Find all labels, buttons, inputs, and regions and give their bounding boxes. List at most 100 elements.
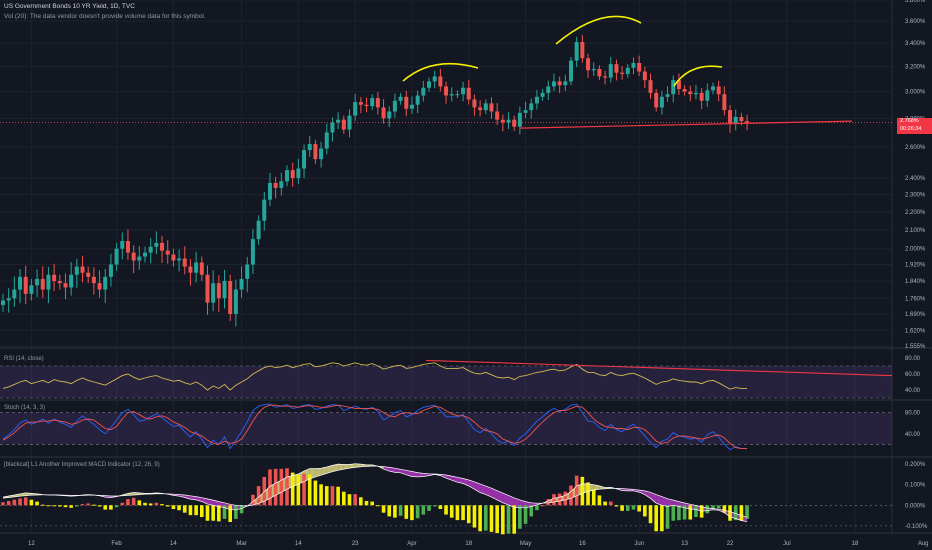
rsi-tick-label: 80.00 [905, 356, 921, 362]
price-tick-label: 1.690% [905, 312, 926, 318]
candle-body [586, 58, 591, 71]
macd-fill [207, 498, 214, 506]
macd-histogram-bar [80, 504, 85, 506]
macd-pane[interactable] [0, 463, 892, 535]
x-tick-label: Jul [783, 541, 791, 547]
macd-histogram-bar [415, 505, 420, 519]
macd-fill [383, 466, 390, 472]
macd-histogram-bar [296, 475, 301, 506]
candle-body [688, 91, 693, 95]
macd-histogram-bar [455, 505, 460, 521]
candle-body [444, 86, 449, 96]
candle-body [455, 94, 460, 96]
macd-histogram-bar [97, 505, 102, 507]
x-tick-label: 16 [579, 541, 586, 547]
macd-histogram-bar [319, 484, 323, 506]
macd-fill [468, 479, 475, 490]
candle-body [409, 104, 414, 109]
candle-body [160, 242, 165, 251]
candle-body [52, 274, 57, 282]
candle-body [40, 278, 45, 290]
macd-histogram-bar [279, 468, 284, 506]
macd-histogram-bar [591, 489, 596, 506]
candle-body [245, 264, 250, 279]
macd-histogram-bar [137, 500, 142, 506]
macd-histogram-bar [495, 505, 499, 534]
macd-histogram-bar [512, 505, 516, 534]
candle-body [671, 80, 676, 95]
candle-body [296, 168, 301, 179]
macd-histogram-bar [677, 505, 681, 521]
macd-histogram-bar [722, 505, 727, 513]
macd-histogram-bar [114, 505, 119, 508]
x-axis[interactable]: 12Feb14Mar1423Apr18May16Jun1322Jul18Aug1… [28, 541, 932, 547]
candle-body [580, 41, 585, 59]
macd-histogram-bar [432, 505, 437, 507]
candle-body [745, 121, 750, 123]
candle-body [262, 199, 267, 221]
macd-histogram-bar [472, 505, 477, 528]
candle-body [222, 281, 227, 299]
macd-histogram-bar [330, 486, 335, 506]
macd-fill [656, 494, 662, 506]
macd-histogram-bar [336, 486, 340, 506]
candle-body [74, 266, 79, 275]
macd-fill [411, 471, 418, 477]
price-pane[interactable] [0, 34, 892, 327]
candle-body [438, 76, 443, 87]
candle-body [512, 119, 517, 127]
candle-body [676, 80, 681, 90]
candle-body [506, 119, 511, 123]
macd-histogram-bar [569, 485, 573, 506]
candle-body [608, 64, 613, 78]
x-tick-label: 14 [170, 541, 177, 547]
macd-histogram-bar [205, 505, 210, 521]
macd-histogram-bar [580, 476, 585, 506]
candle-body [546, 86, 551, 93]
macd-histogram-bar [200, 505, 204, 518]
candle-body [711, 86, 715, 91]
x-tick-label: Aug [918, 541, 929, 547]
x-tick-label: Feb [111, 541, 122, 547]
macd-histogram-bar [234, 505, 238, 519]
price-tick-label: 3.200% [905, 65, 926, 71]
x-tick-label: 23 [352, 541, 359, 547]
x-tick-label: 18 [852, 541, 859, 547]
last-price-box: 2.768% 00:26:34 [897, 118, 932, 134]
rsi-pane[interactable] [0, 359, 893, 399]
macd-fill [349, 463, 356, 469]
candle-body [387, 111, 392, 119]
macd-histogram-bar [126, 499, 130, 506]
candle-body [57, 281, 62, 284]
macd-histogram-bar [489, 505, 494, 532]
macd-label: [blackcat] L1 Another Improved MACD Indi… [4, 462, 160, 468]
macd-histogram-bar [69, 505, 73, 508]
candle-body [449, 94, 454, 96]
macd-histogram-bar [52, 505, 56, 507]
candle-body [330, 122, 335, 133]
macd-histogram-bar [546, 499, 551, 506]
macd-histogram-bar [217, 505, 221, 522]
x-tick-label: Jun [634, 541, 644, 547]
candle-body [86, 272, 91, 277]
macd-histogram-bar [427, 505, 431, 511]
macd-histogram-bar [671, 505, 676, 521]
price-tick-label: 2.400% [905, 176, 926, 182]
stoch-pane[interactable] [0, 403, 892, 451]
candle-body [523, 110, 528, 113]
stoch-band [0, 412, 892, 445]
y-axis[interactable]: 3.800%3.600%3.400%3.200%3.000%2.800%2.60… [905, 0, 928, 530]
rsi-tick-label: 60.00 [905, 372, 921, 378]
candle-body [421, 87, 426, 96]
rsi-line [2, 362, 748, 391]
macd-histogram-bar [342, 491, 346, 506]
macd-histogram-bar [285, 468, 289, 506]
stoch-line [2, 404, 748, 450]
candle-body [728, 110, 733, 124]
macd-histogram-bar [35, 501, 39, 506]
left-shoulder-arc [402, 62, 479, 82]
support-trendline [519, 120, 853, 129]
candle-body [682, 89, 687, 92]
chart-title: US Government Bonds 10 YR Yield, 1D, TVC [4, 3, 135, 10]
macd-histogram-bar [398, 505, 403, 516]
